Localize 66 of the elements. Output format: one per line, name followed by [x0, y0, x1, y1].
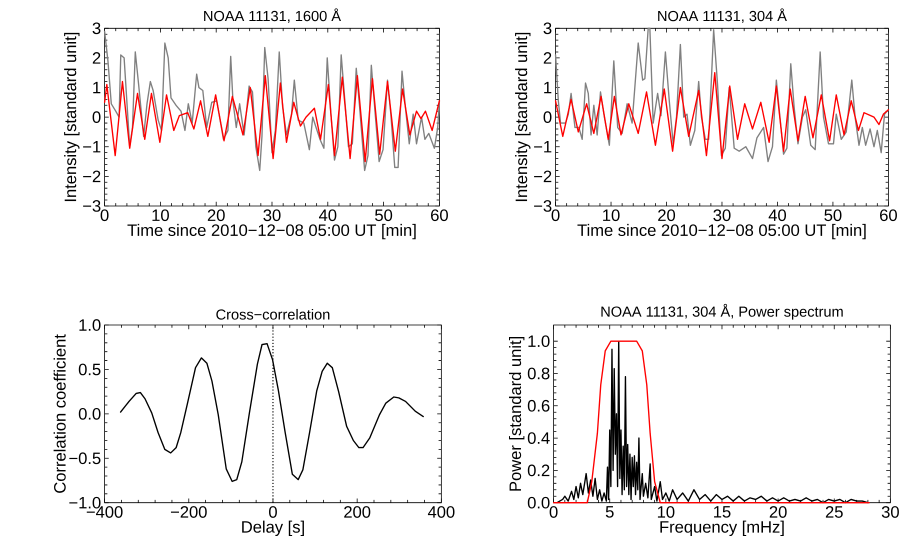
y-tick-label: −1.0: [69, 496, 101, 508]
y-tick-label: 0.0: [528, 496, 550, 508]
y-tick-label: 1.0: [79, 319, 101, 331]
y-tick-label: −3: [83, 200, 100, 212]
x-tick-label: −200: [170, 506, 207, 518]
x-tick-label: 20: [208, 209, 225, 221]
y-tick-label: 2: [544, 52, 552, 64]
y-tick-label: 0.2: [528, 464, 550, 476]
x-tick-label: 30: [713, 209, 731, 221]
y-tick-label: −3: [534, 200, 552, 212]
x-tick-label: 20: [770, 506, 787, 518]
line-series: [554, 72, 890, 160]
y-tick-label: 0: [544, 111, 552, 123]
y-tick-label: 0.4: [528, 432, 550, 444]
y-tick-label: 0.6: [528, 400, 550, 412]
y-tick-label: −2: [83, 170, 100, 182]
x-tick-label: 400: [428, 506, 454, 518]
y-tick-label: −1: [534, 140, 552, 152]
y-tick-label: 3: [92, 22, 100, 34]
x-axis-title: Frequency [mHz]: [660, 520, 784, 536]
x-tick-label: 200: [344, 506, 370, 518]
chart-title: NOAA 11131, 1600 Å: [204, 8, 342, 23]
chart-title: Cross−correlation: [216, 308, 330, 320]
y-tick-label: 2: [92, 52, 100, 64]
y-tick-label: 0.0: [78, 408, 101, 420]
x-tick-label: 50: [824, 209, 842, 221]
x-tick-label: 25: [826, 506, 843, 518]
x-axis-title: Time since 2010−12−08 05:00 UT [min]: [577, 224, 866, 240]
y-tick-label: 1: [544, 82, 552, 94]
x-tick-label: 30: [882, 506, 899, 518]
y-tick-label: 1: [93, 82, 100, 94]
x-axis-title: Time since 2010−12−08 05:00 UT [min]: [127, 224, 416, 240]
x-tick-label: 20: [658, 209, 676, 221]
y-tick-label: 0.5: [78, 363, 100, 376]
x-tick-label: −400: [86, 506, 123, 518]
x-tick-label: 0: [269, 506, 277, 518]
y-tick-label: 1.0: [528, 335, 550, 347]
line-series: [104, 30, 440, 171]
y-tick-label: 0.8: [528, 367, 550, 380]
y-tick-label: 3: [544, 22, 552, 34]
x-tick-label: 40: [768, 209, 786, 221]
line-series: [104, 74, 440, 162]
y-axis-title: Power [standard unit]: [508, 336, 524, 490]
x-tick-label: 10: [603, 209, 620, 221]
x-tick-label: 10: [152, 209, 169, 221]
x-tick-label: 60: [880, 209, 897, 221]
y-tick-label: −1: [83, 140, 100, 152]
x-tick-label: 10: [658, 506, 674, 518]
x-tick-label: 0: [100, 209, 109, 221]
y-tick-label: −0.5: [69, 452, 100, 464]
y-tick-label: −2: [534, 170, 552, 182]
line-series: [554, 27, 890, 162]
chart-title: NOAA 11131, 304 Å: [658, 8, 787, 23]
x-tick-label: 30: [263, 209, 281, 221]
x-tick-label: 5: [606, 506, 614, 518]
y-tick-label: 0: [92, 111, 101, 123]
x-tick-label: 40: [318, 209, 336, 221]
y-axis-title: Correlation coefficient: [54, 334, 66, 493]
chart-title: NOAA 11131, 304 Å, Power spectrum: [601, 304, 843, 320]
x-tick-label: 60: [431, 209, 448, 221]
x-tick-label: 15: [714, 506, 730, 518]
y-axis-title: Intensity [standard unit]: [64, 32, 80, 201]
x-tick-label: 50: [375, 209, 392, 221]
x-axis-title: Delay [s]: [242, 520, 304, 536]
y-axis-title: Intensity [standard unit]: [515, 32, 530, 201]
x-tick-label: 0: [552, 209, 560, 221]
